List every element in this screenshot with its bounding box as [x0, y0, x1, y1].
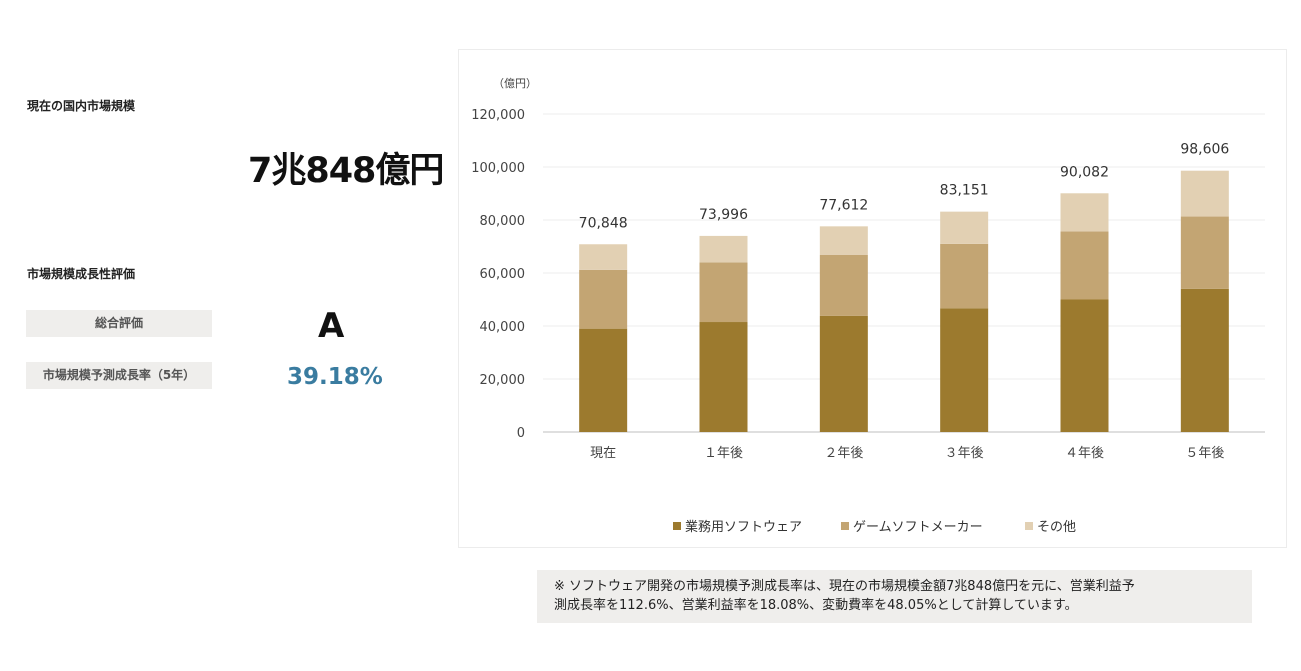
- market-size-value: 7兆848億円: [248, 151, 444, 191]
- x-tick-label: ４年後: [1065, 446, 1104, 461]
- total-data-label: 77,612: [819, 197, 868, 213]
- x-tick-label: １年後: [704, 446, 743, 461]
- y-tick-label: 120,000: [471, 108, 525, 123]
- x-tick-label: 現在: [590, 446, 616, 461]
- bar-segment: [699, 322, 748, 432]
- bar-segment: [579, 244, 628, 270]
- bar-segment: [940, 243, 989, 309]
- bar-segment: [940, 308, 989, 432]
- y-tick-label: 0: [517, 426, 525, 441]
- growth-rate-label: 市場規模予測成長率（5年）: [26, 362, 212, 389]
- bar-segment: [1180, 216, 1229, 289]
- total-data-label: 90,082: [1060, 164, 1109, 180]
- bar-segment: [699, 262, 748, 323]
- bar-segment: [1180, 170, 1229, 217]
- total-data-label: 83,151: [940, 183, 989, 199]
- legend-swatch: [841, 522, 849, 530]
- total-data-label: 73,996: [699, 207, 748, 223]
- bar-segment: [1060, 193, 1109, 232]
- bar-segment: [819, 315, 868, 432]
- legend-swatch: [1025, 522, 1033, 530]
- footnote-line-1: ※ ソフトウェア開発の市場規模予測成長率は、現在の市場規模金額7兆848億円を元…: [554, 579, 1135, 594]
- stacked-bar-chart: （億円） 0 20,000 40,000 60,000 80,000 100,000 120,…: [471, 77, 1265, 535]
- total-data-label: 70,848: [579, 215, 628, 231]
- y-tick-label: 100,000: [471, 161, 525, 176]
- bar-segment: [1060, 231, 1109, 300]
- y-tick-label: 60,000: [480, 267, 526, 282]
- growth-rate-value: 39.18%: [287, 364, 383, 390]
- legend-label: その他: [1037, 520, 1076, 535]
- y-tick-label: 20,000: [480, 373, 526, 388]
- bar-segment: [579, 328, 628, 432]
- bar-segment: [1180, 288, 1229, 432]
- bar-segment: [940, 211, 989, 244]
- overall-rating-value: A: [318, 306, 345, 346]
- growth-section-label: 市場規模成長性評価: [27, 267, 136, 281]
- bar-segment: [699, 235, 748, 263]
- bar-segment: [819, 226, 868, 255]
- market-chart: （億円） 0 20,000 40,000 60,000 80,000 100,000 120,…: [458, 49, 1287, 548]
- legend-label: ゲームソフトメーカー: [853, 520, 983, 535]
- legend-swatch: [673, 522, 681, 530]
- legend-label: 業務用ソフトウェア: [685, 519, 802, 535]
- bar-segment: [819, 254, 868, 316]
- market-size-label: 現在の国内市場規模: [27, 99, 136, 113]
- bar-segment: [1060, 299, 1109, 432]
- y-unit-label: （億円）: [493, 77, 537, 90]
- y-tick-label: 80,000: [480, 214, 526, 229]
- bar-segment: [579, 269, 628, 329]
- footnote-box: ※ ソフトウェア開発の市場規模予測成長率は、現在の市場規模金額7兆848億円を元…: [537, 570, 1252, 623]
- x-tick-label: ５年後: [1185, 446, 1224, 461]
- x-tick-label: ２年後: [824, 446, 863, 461]
- x-tick-label: ３年後: [945, 446, 984, 461]
- overall-rating-label: 総合評価: [26, 310, 212, 337]
- footnote-line-2: 測成長率を112.6%、営業利益率を18.08%、変動費率を48.05%として計…: [554, 598, 1078, 613]
- y-tick-label: 40,000: [480, 320, 526, 335]
- total-data-label: 98,606: [1180, 142, 1229, 158]
